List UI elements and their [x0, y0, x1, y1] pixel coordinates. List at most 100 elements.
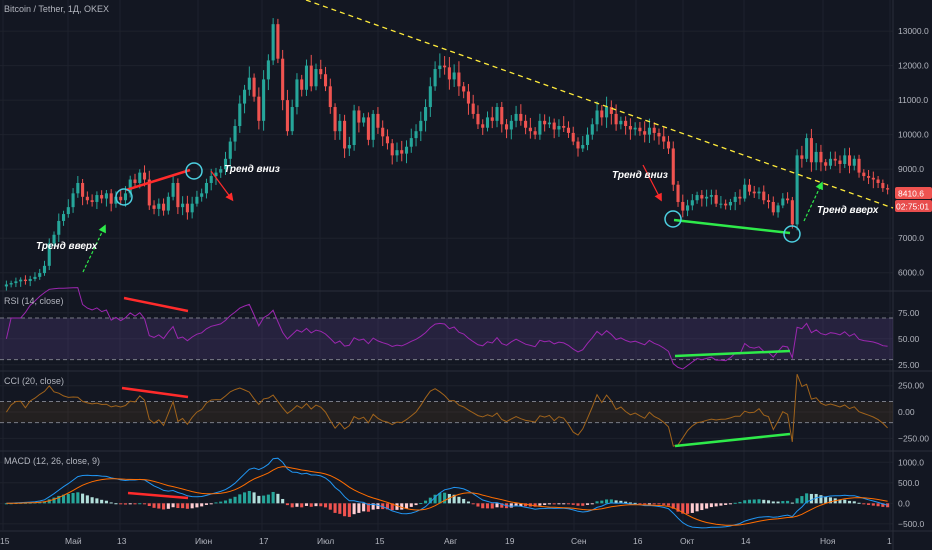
histogram-bar: [200, 503, 204, 507]
candle-body: [23, 279, 27, 282]
candle-body: [728, 201, 732, 206]
histogram-bar: [819, 495, 823, 504]
histogram-bar: [157, 503, 161, 509]
candle-body: [381, 127, 385, 137]
histogram-bar: [362, 503, 366, 512]
annotations[interactable]: Тренд вверх Тренд вниз Тренд вниз Тренд …: [36, 162, 879, 500]
candle-body: [805, 138, 809, 159]
histogram-bar: [500, 503, 504, 508]
candle-body: [847, 155, 852, 166]
histogram-bar: [209, 503, 213, 505]
candle-body: [400, 150, 404, 154]
candle-body: [814, 151, 818, 163]
candle-body: [543, 120, 547, 125]
histogram-bar: [395, 503, 399, 510]
histogram-bar: [805, 493, 809, 504]
candle-body: [762, 191, 766, 201]
candle-body: [428, 86, 432, 108]
histogram-bar: [52, 497, 56, 504]
resistance-trendline[interactable]: [305, 0, 894, 209]
candle-body: [562, 126, 566, 128]
histogram-bar: [347, 503, 351, 517]
histogram-bar: [824, 496, 828, 504]
histogram-bar: [881, 503, 885, 507]
trend-up-label-2: Тренд вверх: [817, 205, 879, 216]
candle-body: [600, 110, 604, 118]
histogram-bar: [4, 503, 8, 505]
candle-body: [295, 79, 299, 108]
bearish-divergence-cci-line[interactable]: [121, 386, 189, 399]
candle-body: [852, 158, 856, 166]
last-price-badge: 8410.6: [895, 187, 932, 199]
candle-body: [409, 138, 413, 147]
x-tick-label: 15: [0, 536, 10, 546]
candle-body: [466, 91, 470, 104]
x-tick-label: Май: [65, 536, 82, 546]
histogram-bar: [171, 503, 175, 508]
y-tick-label: 500.0: [898, 478, 920, 488]
bearish-divergence-rsi-line[interactable]: [123, 296, 189, 313]
candle-body: [366, 117, 370, 140]
histogram-bar: [128, 503, 132, 505]
candle-body: [857, 158, 861, 173]
candle-body: [776, 205, 780, 213]
histogram-bar: [538, 503, 542, 506]
candle-body: [647, 127, 651, 135]
histogram-bar: [514, 503, 518, 507]
candle-body: [304, 65, 309, 90]
candle-body: [376, 113, 380, 128]
candle-body: [66, 207, 70, 215]
y-tick-label: −500.0: [898, 519, 925, 529]
histogram-bar: [457, 496, 461, 504]
histogram-bar: [66, 493, 70, 504]
candle-body: [619, 120, 623, 125]
histogram-bar: [252, 492, 256, 504]
histogram-bar: [857, 502, 861, 504]
candle-body: [790, 200, 794, 225]
histogram-bar: [443, 492, 447, 504]
histogram-bar: [76, 492, 80, 504]
candle-body: [419, 120, 423, 132]
candle-body: [357, 110, 361, 123]
candle-body: [128, 179, 132, 194]
histogram-bar: [204, 503, 208, 505]
swing-high-circle-1[interactable]: [115, 188, 133, 206]
candle-body: [166, 196, 170, 211]
candle-body: [462, 86, 466, 92]
candle-body: [238, 103, 242, 127]
histogram-bar: [700, 503, 704, 511]
histogram-bar: [471, 503, 475, 505]
histogram-bar: [190, 503, 194, 509]
histogram-bar: [42, 501, 47, 504]
bearish-divergence-macd-line[interactable]: [127, 491, 189, 500]
histogram-bar: [605, 499, 609, 504]
bullish-divergence-price-line[interactable]: [673, 218, 791, 235]
histogram-bar: [304, 503, 309, 506]
candle-body: [243, 89, 247, 104]
swing-low-circle-2[interactable]: [783, 225, 801, 243]
candle-body: [752, 191, 756, 194]
bullish-divergence-cci-line[interactable]: [674, 432, 791, 448]
swing-high-circle-2[interactable]: [185, 162, 203, 180]
histogram-bar: [462, 498, 466, 504]
bearish-divergence-price-line[interactable]: [125, 168, 191, 192]
histogram-bar: [519, 503, 523, 507]
candle-body: [204, 182, 208, 194]
histogram-bar: [624, 501, 628, 504]
downtrend-arrow-1: [210, 170, 234, 202]
candle-body: [300, 79, 304, 90]
y-tick-label: 0.00: [898, 407, 915, 417]
y-axis-ticks: 13000.0 12000.0 11000.0 10000.0 9000.0 7000.0…: [898, 26, 929, 529]
histogram-bar: [771, 501, 775, 504]
histogram-bar: [709, 503, 713, 508]
candle-body: [614, 113, 618, 125]
candle-body: [162, 203, 166, 211]
histogram-bar: [343, 503, 347, 517]
bullish-divergence-rsi-line[interactable]: [674, 349, 791, 358]
candle-body: [285, 100, 289, 132]
x-tick-label: Авг: [444, 536, 457, 546]
histogram-bar: [490, 503, 494, 509]
swing-low-circle-1[interactable]: [664, 210, 682, 228]
candle-body: [743, 184, 747, 199]
